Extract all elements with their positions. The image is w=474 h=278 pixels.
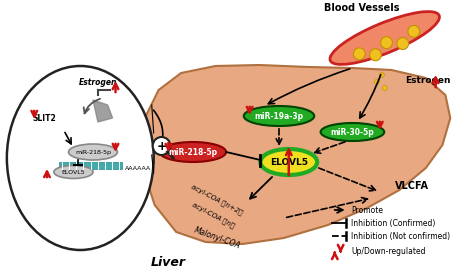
- Text: AAAAAA: AAAAAA: [125, 165, 151, 170]
- Polygon shape: [145, 65, 450, 244]
- Circle shape: [381, 37, 392, 49]
- Text: ELOVL5: ELOVL5: [62, 170, 85, 175]
- Text: Estrogen: Estrogen: [79, 78, 117, 86]
- Circle shape: [153, 137, 170, 155]
- Ellipse shape: [260, 149, 317, 175]
- Text: +: +: [156, 140, 167, 153]
- Text: miR-218-5p: miR-218-5p: [168, 148, 218, 157]
- Text: Inhibition (Confirmed): Inhibition (Confirmed): [351, 219, 436, 227]
- Text: SLIT2: SLIT2: [32, 113, 56, 123]
- Ellipse shape: [320, 123, 384, 141]
- Text: Blood Vessels: Blood Vessels: [324, 3, 400, 13]
- Ellipse shape: [69, 144, 118, 160]
- Ellipse shape: [160, 142, 226, 162]
- Text: ELOVL5: ELOVL5: [270, 158, 308, 167]
- Circle shape: [379, 73, 384, 78]
- Text: acyl-COA （n+2）: acyl-COA （n+2）: [191, 183, 244, 216]
- Circle shape: [374, 80, 379, 85]
- Polygon shape: [93, 100, 112, 122]
- Text: miR-30-5p: miR-30-5p: [330, 128, 374, 136]
- Text: Inhibition (Not confirmed): Inhibition (Not confirmed): [351, 232, 451, 240]
- Ellipse shape: [244, 106, 314, 126]
- Text: Promote: Promote: [351, 205, 383, 215]
- Ellipse shape: [7, 66, 154, 250]
- Text: VLCFA: VLCFA: [394, 181, 428, 191]
- Text: acyl-COA （n）: acyl-COA （n）: [191, 201, 236, 229]
- Text: Malonyl-COA: Malonyl-COA: [193, 225, 242, 250]
- Ellipse shape: [330, 12, 439, 64]
- Text: Estrogen: Estrogen: [405, 76, 450, 85]
- Circle shape: [408, 25, 419, 38]
- Text: Liver: Liver: [151, 255, 186, 269]
- Circle shape: [354, 48, 365, 60]
- FancyBboxPatch shape: [59, 162, 122, 169]
- Circle shape: [382, 86, 387, 91]
- Ellipse shape: [54, 165, 93, 178]
- Text: miR-218-5p: miR-218-5p: [75, 150, 111, 155]
- Circle shape: [370, 49, 382, 61]
- Circle shape: [397, 38, 409, 49]
- Text: miR-19a-3p: miR-19a-3p: [255, 111, 303, 120]
- Text: Up/Down-regulated: Up/Down-regulated: [351, 247, 426, 257]
